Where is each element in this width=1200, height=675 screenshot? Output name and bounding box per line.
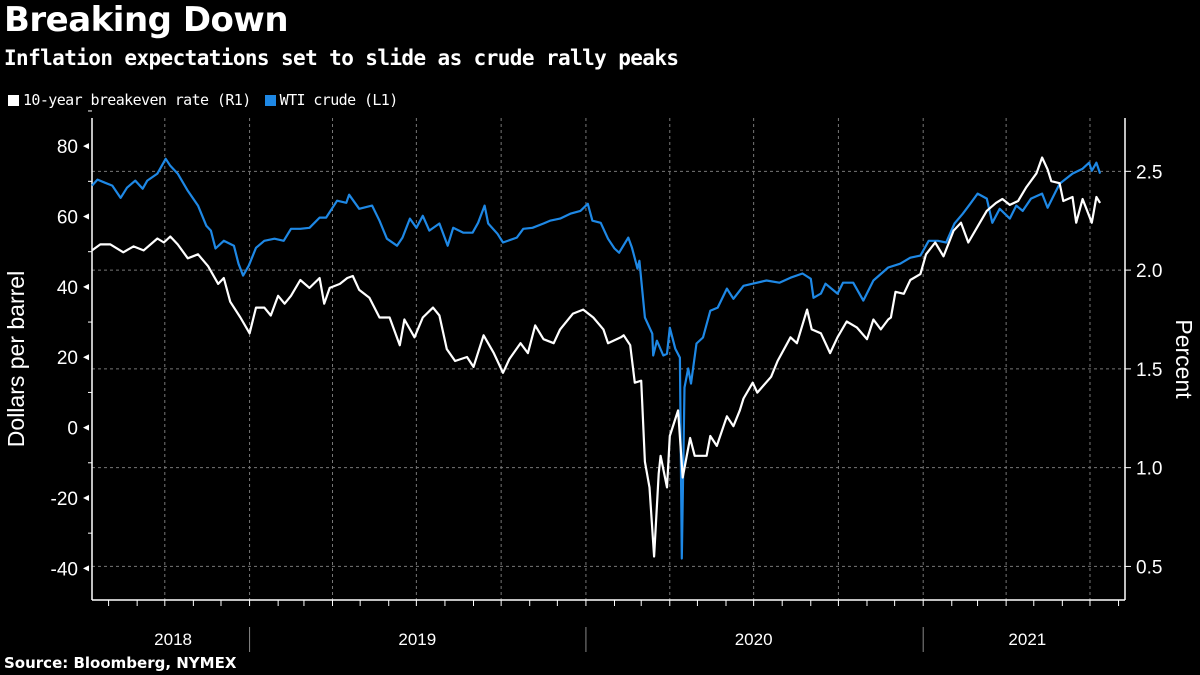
left-tick-label: 0: [67, 419, 78, 440]
legend-item-breakeven: 10-year breakeven rate (R1): [8, 91, 251, 109]
left-tick-label: 20: [57, 348, 78, 369]
left-tick-label: 40: [57, 278, 78, 299]
left-tick-marker: [83, 213, 89, 220]
right-tick-label: 1.5: [1136, 360, 1162, 381]
legend-label-wti: WTI crude (L1): [279, 91, 399, 109]
legend: 10-year breakeven rate (R1) WTI crude (L…: [8, 91, 398, 109]
chart-title: Breaking Down: [4, 0, 289, 40]
x-tick-label: 2018: [154, 630, 192, 649]
right-tick-label: 0.5: [1136, 557, 1162, 578]
source-note: Source: Bloomberg, NYMEX: [4, 654, 237, 672]
left-tick-label: 60: [57, 208, 78, 229]
left-tick-marker: [83, 354, 89, 361]
gridlines: [92, 118, 1125, 600]
legend-swatch-breakeven: [8, 94, 19, 106]
right-tick-label: 2.5: [1136, 162, 1162, 183]
x-tick-label: 2019: [398, 630, 436, 649]
axes: 2018 2019 2020 2021 -40 -20 0 20 40 60 80 0.5 1.0 1.5…: [51, 110, 1162, 652]
right-tick-label: 1.0: [1136, 459, 1162, 480]
legend-label-breakeven: 10-year breakeven rate (R1): [23, 91, 251, 109]
left-tick-marker: [83, 283, 89, 290]
legend-item-wti: WTI crude (L1): [264, 91, 399, 109]
left-axis-label: Dollars per barrel: [3, 271, 29, 447]
chart-subtitle: Inflation expectations set to slide as c…: [4, 46, 679, 70]
x-tick-label: 2020: [735, 630, 773, 649]
left-tick-marker: [83, 565, 89, 572]
left-tick-label: -20: [51, 489, 78, 510]
legend-swatch-wti: [264, 94, 276, 106]
breakeven-rate-line: [91, 156, 1102, 558]
left-tick-marker: [83, 143, 89, 150]
left-tick-label: -40: [51, 559, 78, 580]
wti-crude-line: [91, 157, 1102, 560]
x-tick-label: 2021: [1008, 630, 1046, 649]
right-tick-label: 2.0: [1136, 261, 1162, 282]
right-axis-label: Percent: [1171, 319, 1197, 399]
left-tick-marker: [83, 494, 89, 501]
series-lines: [91, 156, 1102, 560]
left-tick-label: 80: [57, 137, 78, 158]
left-tick-marker: [83, 424, 89, 431]
